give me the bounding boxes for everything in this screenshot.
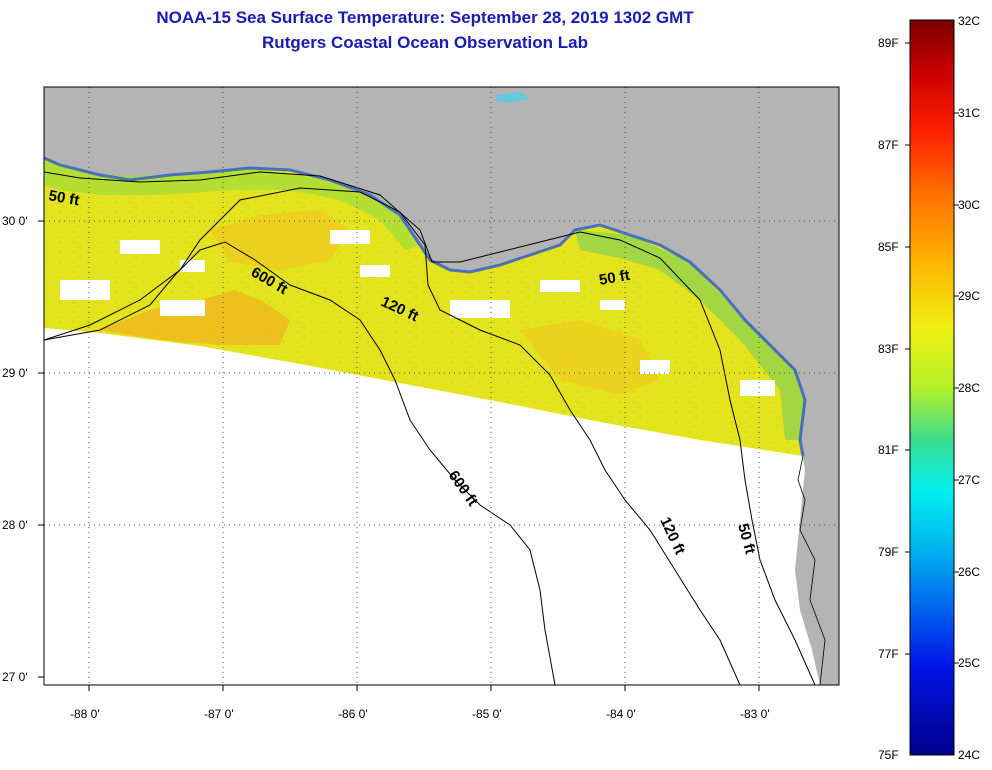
lon-tick-label: -83 0' — [740, 707, 770, 721]
colorbar-c-label: 32C — [958, 14, 980, 28]
colorbar-c-label: 31C — [958, 106, 980, 120]
lat-tick-label: 30 0' — [2, 214, 28, 228]
colorbar-f-label: 83F — [878, 342, 899, 356]
colorbar-f-label: 77F — [878, 647, 899, 661]
map-subtitle: Rutgers Coastal Ocean Observation Lab — [262, 33, 588, 52]
colorbar-f-label: 85F — [878, 240, 899, 254]
contour-120ft — [44, 187, 741, 685]
colorbar-f-label: 89F — [878, 36, 899, 50]
lon-tick-label: -88 0' — [70, 707, 100, 721]
lat-tick-label: 27 0' — [2, 670, 28, 684]
colorbar-c-label: 29C — [958, 289, 980, 303]
color-bar — [909, 19, 955, 756]
colorbar-f-label: 79F — [878, 545, 899, 559]
colorbar-c-label: 24C — [958, 748, 980, 762]
colorbar-c-label: 28C — [958, 381, 980, 395]
lon-tick-label: -85 0' — [472, 707, 502, 721]
contour-50ft — [44, 171, 816, 685]
lon-tick-label: -84 0' — [606, 707, 636, 721]
contour-600ft — [44, 241, 556, 685]
colorbar-c-label: 27C — [958, 473, 980, 487]
cool-coastal-band — [44, 158, 420, 250]
coastline-south — [797, 455, 826, 685]
colorbar-c-label: 25C — [958, 656, 980, 670]
map-title: NOAA-15 Sea Surface Temperature: Septemb… — [156, 8, 694, 27]
map-border — [43, 86, 840, 686]
colorbar-c-label: 26C — [958, 565, 980, 579]
lat-tick-label: 28 0' — [2, 518, 28, 532]
color-bar-ticks — [905, 42, 959, 664]
colorbar-f-label: 87F — [878, 138, 899, 152]
inland-water — [495, 92, 530, 103]
colorbar-f-label: 81F — [878, 443, 899, 457]
cloud-gaps — [60, 230, 775, 396]
coastal-fringe — [44, 156, 807, 457]
contour-label-50ft-west: 50 ft — [47, 187, 80, 209]
lon-tick-label: -86 0' — [338, 707, 368, 721]
lon-tick-label: -87 0' — [204, 707, 234, 721]
warm-patch — [100, 290, 290, 345]
land — [44, 87, 839, 685]
colorbar-f-label: 75F — [878, 748, 899, 762]
warm-patch — [210, 210, 350, 270]
warm-patch — [520, 320, 660, 395]
lat-tick-label: 29 0' — [2, 366, 28, 380]
axis-ticks — [38, 220, 760, 691]
colorbar-c-label: 30C — [958, 198, 980, 212]
contour-label-50ft-east: 50 ft — [598, 267, 631, 289]
